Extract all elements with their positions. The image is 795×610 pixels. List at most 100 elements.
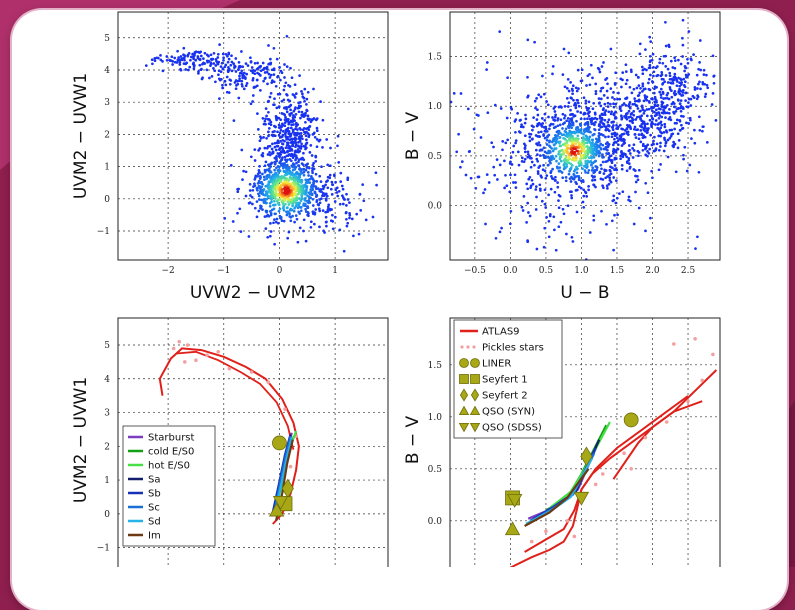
pickles-star (529, 539, 534, 544)
data-point (575, 188, 579, 192)
data-point (608, 176, 612, 180)
data-point (634, 118, 638, 121)
data-point (673, 93, 677, 97)
data-point (599, 125, 603, 129)
data-point (601, 113, 604, 116)
data-point (309, 120, 313, 124)
data-point (237, 61, 241, 64)
data-point (605, 222, 608, 226)
data-point (554, 179, 557, 182)
data-point (300, 90, 303, 93)
data-point (673, 56, 676, 60)
data-point (258, 65, 262, 69)
data-point (636, 178, 640, 182)
pickles-star (185, 343, 190, 347)
data-point (514, 186, 518, 189)
data-point (579, 79, 583, 83)
data-point (658, 90, 662, 94)
data-point (693, 141, 697, 145)
data-point (586, 171, 590, 175)
data-point (304, 120, 307, 124)
data-point (592, 214, 596, 218)
data-point (170, 55, 174, 59)
data-point (634, 73, 638, 77)
data-point (650, 109, 654, 113)
data-point (532, 125, 535, 129)
data-point (681, 43, 685, 47)
data-point (325, 138, 329, 141)
y-tick-label: 3 (104, 409, 110, 419)
data-point (601, 153, 604, 156)
data-point (655, 142, 659, 146)
data-point (570, 190, 573, 194)
data-point (606, 187, 609, 190)
data-point (156, 56, 160, 60)
data-point (656, 126, 660, 130)
data-point (635, 86, 639, 90)
data-point (671, 79, 675, 83)
data-point (171, 63, 174, 66)
data-point (608, 173, 611, 177)
data-point (550, 147, 553, 150)
data-point (537, 131, 540, 134)
data-point (294, 145, 297, 149)
data-point (577, 104, 581, 108)
data-point (621, 155, 625, 159)
data-point (536, 123, 540, 127)
data-point (641, 90, 644, 93)
data-point (539, 95, 543, 99)
data-point (218, 78, 222, 82)
data-point (555, 159, 558, 163)
x-tick-label: 0 (277, 266, 283, 276)
data-point (291, 204, 294, 208)
data-point (325, 194, 329, 198)
data-point (593, 112, 597, 116)
data-point (296, 180, 300, 183)
data-point (203, 51, 207, 55)
data-point (324, 215, 328, 219)
data-point (206, 60, 209, 64)
data-point (680, 127, 684, 130)
data-point (530, 156, 533, 160)
data-point (341, 187, 345, 191)
data-point (565, 87, 569, 90)
data-point (687, 30, 691, 33)
data-point (295, 133, 299, 137)
data-point (273, 242, 276, 246)
data-point (609, 112, 613, 116)
data-point (268, 76, 272, 79)
data-point (521, 125, 525, 129)
data-point (639, 117, 642, 121)
data-point (229, 79, 233, 82)
data-point (576, 110, 579, 113)
data-point (240, 148, 244, 152)
data-point (345, 217, 348, 221)
data-point (307, 128, 311, 132)
data-point (549, 161, 552, 165)
data-point (616, 139, 620, 143)
data-point (612, 176, 616, 179)
data-point (625, 155, 629, 159)
data-point (268, 151, 271, 154)
data-point (662, 131, 666, 134)
data-point (278, 66, 281, 69)
pickles-star (600, 472, 605, 476)
data-point (302, 158, 306, 162)
data-point (269, 165, 273, 168)
data-point (691, 94, 695, 98)
data-point (643, 124, 647, 128)
pickles-star (686, 399, 690, 404)
data-point (684, 91, 687, 95)
data-point (628, 85, 632, 89)
data-point (570, 235, 574, 239)
data-point (165, 58, 169, 62)
data-point (633, 99, 637, 103)
data-point (260, 185, 264, 189)
data-point (551, 149, 555, 153)
data-point (549, 151, 552, 154)
data-point (642, 88, 646, 91)
data-point (271, 130, 275, 134)
data-point (237, 96, 241, 100)
data-point (610, 110, 613, 114)
data-point (539, 130, 543, 134)
